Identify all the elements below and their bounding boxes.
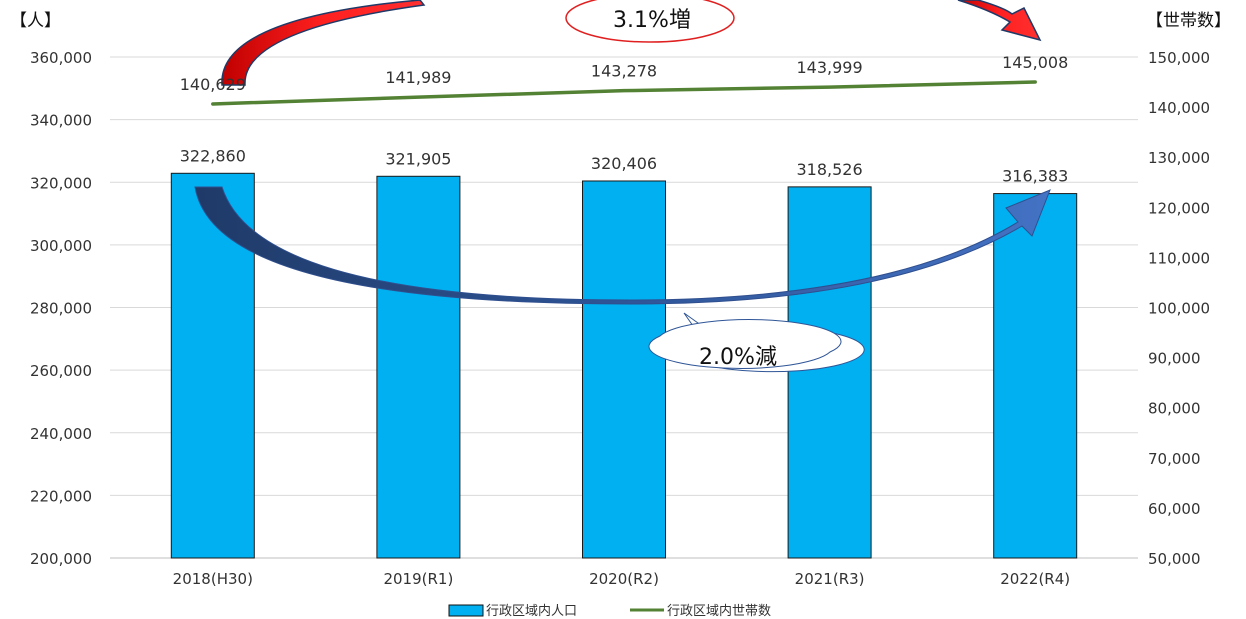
x-axis-category-label: 2022(R4) — [1000, 570, 1070, 588]
right-axis-unit-label: 【世帯数】 — [1146, 11, 1231, 31]
legend-label-population: 行政区域内人口 — [486, 603, 577, 619]
x-axis-category-label: 2019(R1) — [383, 570, 453, 588]
right-axis-tick-label: 90,000 — [1148, 350, 1201, 368]
households-line — [211, 80, 1037, 106]
legend: 行政区域内人口 行政区域内世帯数 — [448, 603, 771, 619]
population-data-label: 321,905 — [385, 149, 451, 168]
left-axis-tick-label: 200,000 — [30, 550, 92, 568]
left-axis-tick-label: 340,000 — [30, 112, 92, 130]
population-data-label: 322,860 — [180, 146, 246, 165]
decrease-callout-text: 2.0%減 — [699, 345, 777, 370]
population-data-label: 320,406 — [591, 154, 657, 173]
population-bars — [170, 172, 1078, 559]
legend-label-households: 行政区域内世帯数 — [667, 603, 771, 619]
right-axis-tick-label: 100,000 — [1148, 300, 1210, 318]
increase-curve-arrow — [221, 0, 426, 86]
x-axis-category-label: 2020(R2) — [589, 570, 659, 588]
right-axis-tick-label: 50,000 — [1148, 550, 1201, 568]
left-axis-tick-label: 240,000 — [30, 425, 92, 443]
increase-callout: 3.1%増 — [565, 0, 735, 43]
right-axis-tick-label: 130,000 — [1148, 149, 1210, 167]
population-bar — [376, 175, 461, 559]
right-axis-tick-label: 150,000 — [1148, 49, 1210, 67]
right-axis-tick-label: 60,000 — [1148, 500, 1201, 518]
left-axis-tick-label: 320,000 — [30, 174, 92, 192]
x-axis-category-label: 2018(H30) — [173, 570, 253, 588]
households-data-label: 143,278 — [591, 62, 657, 81]
population-data-label: 318,526 — [797, 160, 863, 179]
increase-arrow-head — [957, 0, 1042, 42]
x-axis-category-labels: 2018(H30) 2019(R1) 2020(R2) 2021(R3) 2022(R4… — [173, 570, 1070, 588]
right-axis-ticks: 50,000 60,000 70,000 80,000 90,000 100,000 110… — [1148, 49, 1210, 568]
population-bar — [787, 186, 872, 559]
households-data-label: 140,629 — [180, 75, 246, 94]
population-data-label: 316,383 — [1002, 167, 1068, 186]
left-axis-ticks: 200,000 220,000 240,000 260,000 280,000 300,0… — [30, 49, 92, 568]
left-axis-unit-label: 【人】 — [10, 11, 61, 31]
households-data-label: 143,999 — [797, 58, 863, 77]
households-data-labels: 140,629 141,989 143,278 143,999 145,008 — [180, 53, 1069, 94]
population-data-labels: 322,860 321,905 320,406 318,526 316,383 — [180, 146, 1069, 185]
decrease-callout: 2.0%減 — [648, 312, 865, 373]
population-bar — [993, 193, 1078, 559]
left-axis-tick-label: 260,000 — [30, 362, 92, 380]
right-axis-tick-label: 80,000 — [1148, 400, 1201, 418]
households-data-label: 145,008 — [1002, 53, 1068, 72]
right-axis-tick-label: 110,000 — [1148, 249, 1210, 267]
right-axis-tick-label: 120,000 — [1148, 199, 1210, 217]
households-data-label: 141,989 — [385, 68, 451, 87]
increase-callout-text: 3.1%増 — [613, 8, 691, 33]
right-axis-tick-label: 140,000 — [1148, 99, 1210, 117]
left-axis-tick-label: 220,000 — [30, 487, 92, 505]
households-series-line — [211, 80, 1037, 106]
legend-swatch-population — [448, 604, 484, 617]
population-bar — [582, 180, 666, 559]
left-axis-tick-label: 280,000 — [30, 300, 92, 318]
decrease-curve-arrow — [194, 186, 1051, 305]
left-axis-tick-label: 360,000 — [30, 49, 92, 67]
right-axis-tick-label: 70,000 — [1148, 450, 1201, 468]
left-axis-tick-label: 300,000 — [30, 237, 92, 255]
x-axis-category-label: 2021(R3) — [795, 570, 865, 588]
